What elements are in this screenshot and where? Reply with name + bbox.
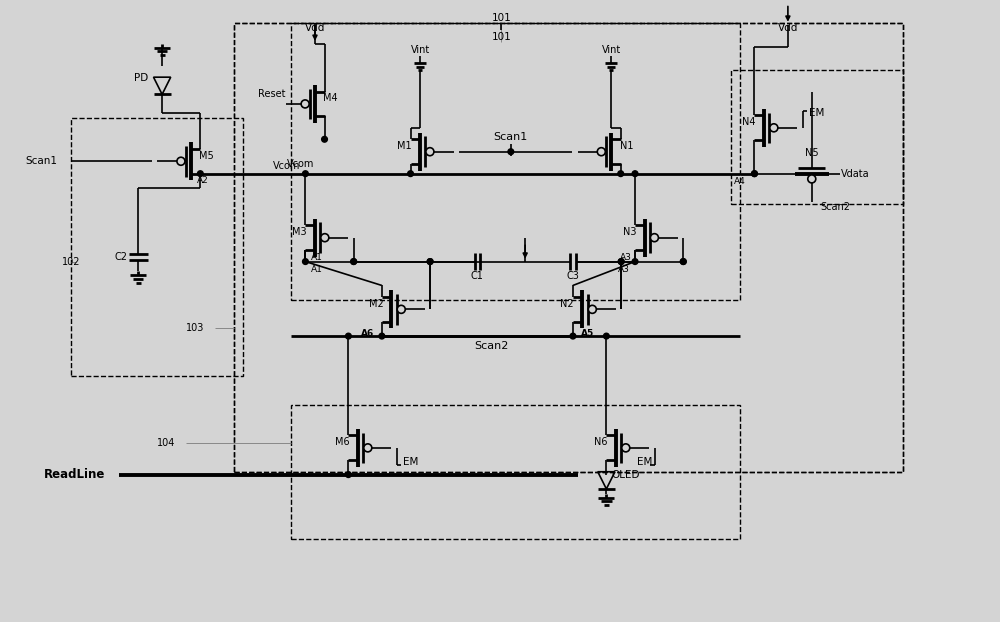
- Circle shape: [808, 175, 816, 183]
- Bar: [234, 23, 903, 471]
- Text: EM: EM: [637, 457, 653, 467]
- Text: 102: 102: [62, 256, 80, 267]
- Text: 101: 101: [491, 32, 511, 42]
- Text: Scan2: Scan2: [821, 202, 851, 212]
- Circle shape: [177, 157, 185, 165]
- Text: M3: M3: [292, 227, 307, 237]
- Bar: [291, 405, 740, 539]
- Circle shape: [680, 259, 686, 264]
- Circle shape: [588, 305, 596, 313]
- Text: A6: A6: [361, 328, 374, 338]
- Circle shape: [618, 259, 624, 264]
- Circle shape: [426, 147, 434, 156]
- Circle shape: [321, 234, 329, 242]
- Text: M5: M5: [199, 151, 213, 160]
- Circle shape: [752, 171, 757, 177]
- Circle shape: [622, 444, 630, 452]
- Text: Scan1: Scan1: [494, 132, 528, 142]
- Circle shape: [632, 171, 638, 177]
- Text: M6: M6: [335, 437, 350, 447]
- Text: PD: PD: [134, 73, 148, 83]
- Circle shape: [508, 149, 514, 154]
- Circle shape: [597, 147, 605, 156]
- Circle shape: [322, 136, 327, 142]
- Circle shape: [770, 124, 778, 132]
- Circle shape: [301, 100, 309, 108]
- Circle shape: [427, 259, 433, 264]
- Text: N2: N2: [560, 299, 574, 309]
- Text: A3: A3: [620, 253, 631, 262]
- Text: OLED: OLED: [611, 470, 640, 480]
- Text: M4: M4: [323, 93, 338, 103]
- Circle shape: [618, 259, 624, 264]
- Bar: [291, 23, 740, 300]
- Bar: [71, 118, 243, 376]
- Text: M2: M2: [369, 299, 383, 309]
- Text: Scan2: Scan2: [475, 341, 509, 351]
- Circle shape: [752, 171, 757, 177]
- Circle shape: [604, 333, 609, 339]
- Circle shape: [346, 471, 351, 478]
- Text: Vint: Vint: [602, 45, 621, 55]
- Circle shape: [351, 259, 357, 264]
- Text: A3: A3: [618, 265, 630, 274]
- Text: A1: A1: [311, 265, 323, 274]
- Circle shape: [618, 171, 624, 177]
- Circle shape: [680, 259, 686, 264]
- Bar: [234, 23, 903, 471]
- Text: Vdata: Vdata: [840, 169, 869, 179]
- Text: ReadLine: ReadLine: [43, 468, 105, 481]
- Text: Reset: Reset: [258, 90, 286, 100]
- Text: A1: A1: [311, 253, 323, 262]
- Circle shape: [427, 259, 433, 264]
- Text: N4: N4: [742, 117, 755, 127]
- Circle shape: [570, 333, 576, 339]
- Circle shape: [397, 305, 405, 313]
- Text: A2: A2: [197, 176, 209, 185]
- Bar: [731, 70, 903, 204]
- Text: N6: N6: [594, 437, 607, 447]
- Text: N1: N1: [620, 141, 633, 151]
- Circle shape: [408, 171, 413, 177]
- Circle shape: [364, 444, 372, 452]
- Text: Vdd: Vdd: [305, 23, 325, 33]
- Text: N3: N3: [623, 227, 636, 237]
- Text: Vcom: Vcom: [287, 159, 314, 169]
- Circle shape: [303, 259, 308, 264]
- Text: 104: 104: [157, 438, 176, 448]
- Text: C1: C1: [471, 271, 484, 281]
- Circle shape: [197, 171, 203, 177]
- Text: Vint: Vint: [410, 45, 430, 55]
- Text: C2: C2: [115, 252, 128, 262]
- Text: Vcom: Vcom: [273, 161, 300, 171]
- Text: N5: N5: [805, 147, 819, 157]
- Circle shape: [650, 234, 658, 242]
- Text: EM: EM: [403, 457, 419, 467]
- Circle shape: [303, 171, 308, 177]
- Text: A4: A4: [734, 177, 746, 186]
- Text: M1: M1: [397, 141, 412, 151]
- Circle shape: [632, 259, 638, 264]
- Text: 103: 103: [186, 323, 204, 333]
- Text: Scan1: Scan1: [25, 156, 57, 166]
- Circle shape: [379, 333, 385, 339]
- Text: 101: 101: [491, 12, 511, 23]
- Text: Vdd: Vdd: [778, 23, 798, 33]
- Circle shape: [351, 259, 357, 264]
- Circle shape: [346, 333, 351, 339]
- Text: C3: C3: [566, 271, 579, 281]
- Text: EM: EM: [809, 108, 825, 118]
- Text: A5: A5: [581, 328, 594, 338]
